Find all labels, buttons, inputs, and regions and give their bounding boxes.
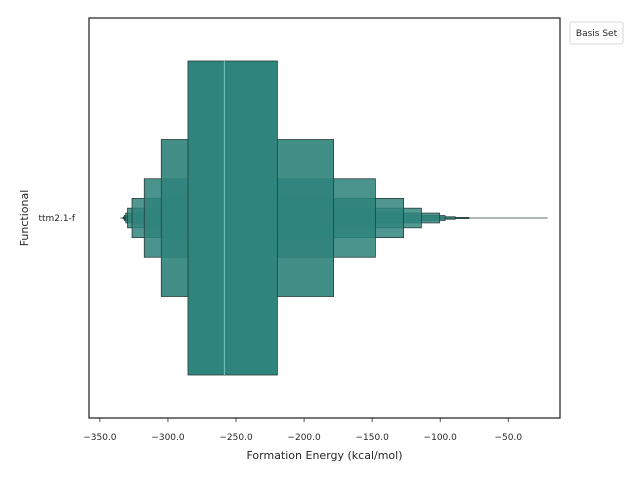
plot-frame bbox=[88, 17, 561, 419]
boxen-group bbox=[120, 60, 548, 376]
x-tick-label: −250.0 bbox=[219, 433, 253, 443]
x-axis: −350.0 −300.0 −250.0 −200.0 −150.0 −100.0 −50.… bbox=[83, 418, 522, 443]
x-tick-label: −100.0 bbox=[424, 433, 458, 443]
boxen-box bbox=[187, 60, 278, 376]
y-axis-label: Functional bbox=[18, 190, 31, 247]
x-axis-label: Formation Energy (kcal/mol) bbox=[246, 449, 402, 462]
legend-box bbox=[569, 21, 624, 45]
y-axis: ttm2.1-f bbox=[38, 214, 75, 224]
legend: Basis Set bbox=[569, 21, 624, 45]
x-tick-label: −300.0 bbox=[151, 433, 185, 443]
x-tick-label: −150.0 bbox=[355, 433, 389, 443]
y-tick-label: ttm2.1-f bbox=[38, 214, 75, 224]
x-tick-label: −350.0 bbox=[83, 433, 117, 443]
legend-title: Basis Set bbox=[576, 29, 618, 39]
x-tick-label: −200.0 bbox=[287, 433, 321, 443]
x-tick-label: −50.0 bbox=[494, 433, 522, 443]
